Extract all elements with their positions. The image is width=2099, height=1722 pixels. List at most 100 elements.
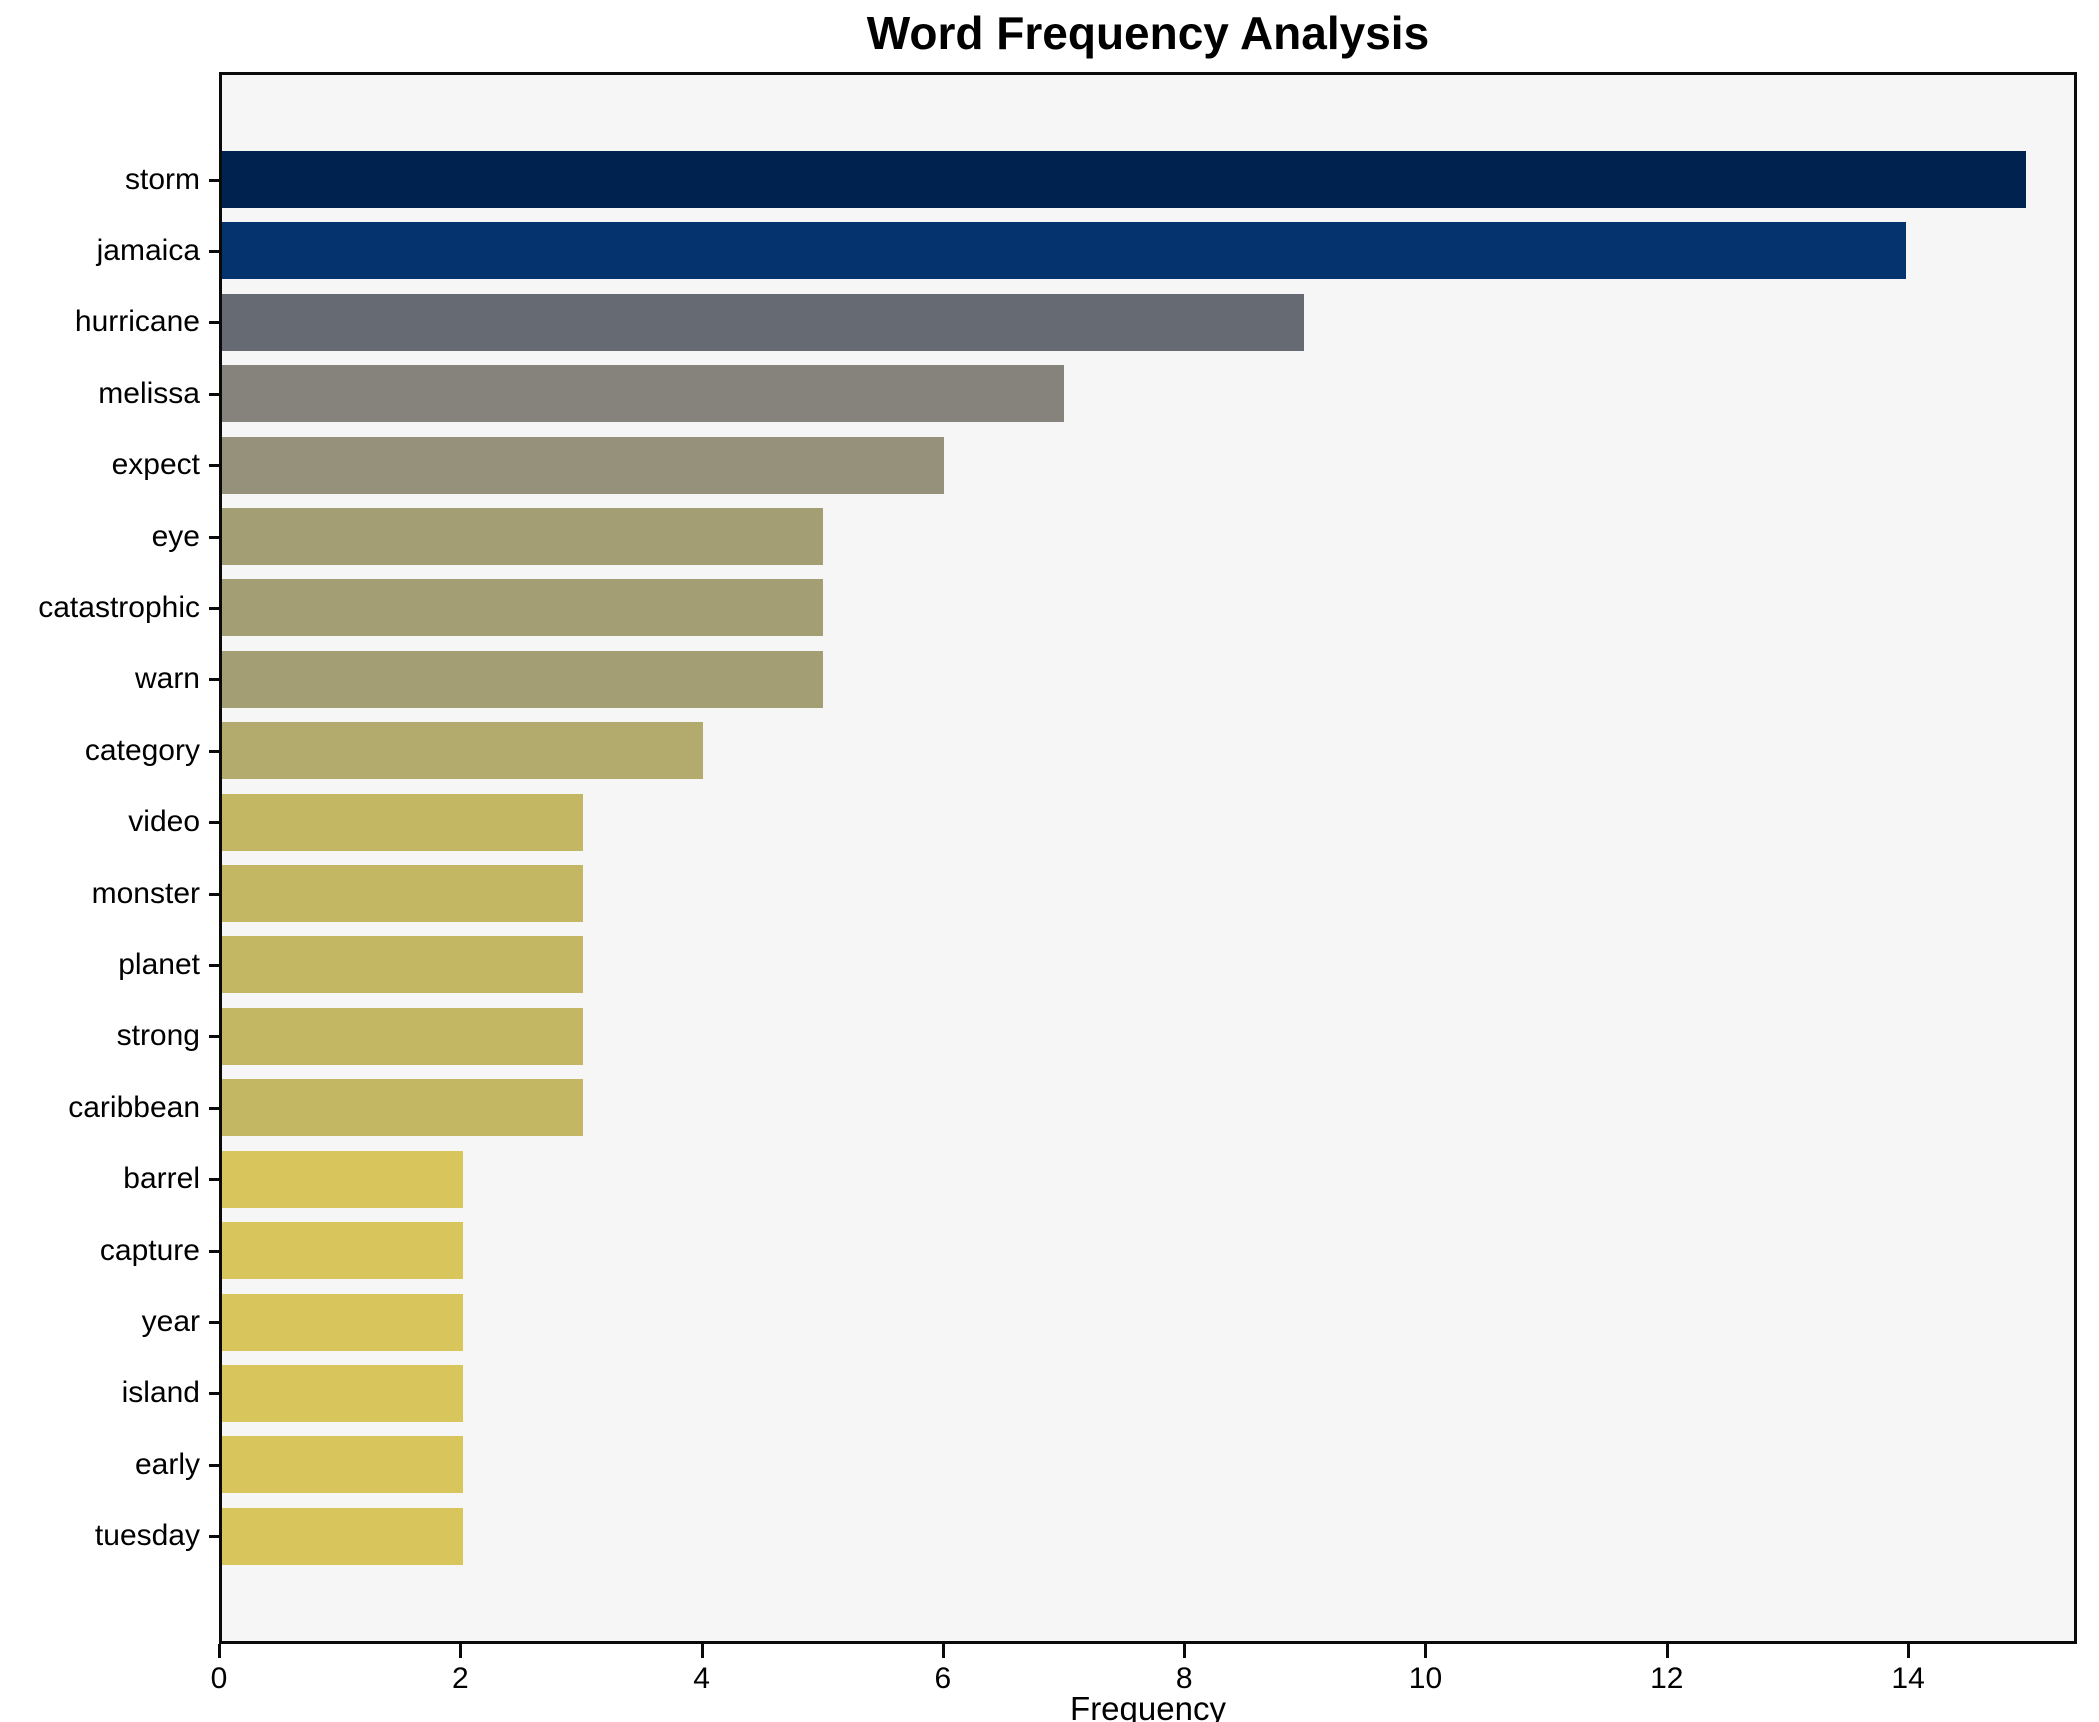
bar-row: category <box>85 715 2074 786</box>
x-tick-label: 10 <box>1408 1662 1443 1695</box>
x-tick-mark <box>700 1644 704 1658</box>
x-tick-label: 0 <box>210 1662 228 1695</box>
bar-row: catastrophic <box>38 572 2074 643</box>
y-tick-mark <box>209 1535 219 1539</box>
bar <box>222 1436 463 1494</box>
x-tick-mark <box>1424 1644 1428 1658</box>
y-tick-label: hurricane <box>74 305 200 339</box>
x-tick-mark <box>218 1644 221 1658</box>
x-axis-label: Frequency <box>1070 1690 1226 1722</box>
bar-row: year <box>142 1287 2074 1358</box>
bar <box>222 936 583 994</box>
bar-row: caribbean <box>68 1072 2074 1143</box>
x-tick-label: 8 <box>1175 1662 1193 1695</box>
y-tick-label: capture <box>99 1233 200 1267</box>
y-tick-mark <box>209 249 219 253</box>
y-tick-mark <box>209 892 219 896</box>
y-tick-label: year <box>141 1305 200 1338</box>
y-tick-label: monster <box>91 876 200 910</box>
y-tick-mark <box>209 1392 219 1396</box>
x-tick-mark <box>1907 1644 1911 1658</box>
x-tick-mark <box>1183 1644 1187 1658</box>
bar <box>222 722 704 780</box>
bar-row: hurricane <box>75 287 2074 358</box>
y-tick-label: early <box>134 1447 200 1481</box>
x-tick-label: 2 <box>451 1662 469 1695</box>
bar <box>222 436 944 494</box>
bar <box>222 1222 463 1280</box>
y-tick-mark <box>209 178 219 182</box>
y-tick-label: warn <box>134 662 200 696</box>
y-tick-label: island <box>121 1376 200 1410</box>
y-tick-label: melissa <box>98 376 200 410</box>
y-tick-label: tuesday <box>94 1519 200 1553</box>
y-tick-mark <box>209 821 219 825</box>
y-tick-mark <box>209 1035 219 1039</box>
chart-title: Word Frequency Analysis <box>866 7 1430 59</box>
bar-row: tuesday <box>95 1501 2074 1572</box>
y-tick-label: caribbean <box>68 1090 200 1124</box>
y-tick-label: video <box>128 805 200 839</box>
bar <box>222 1364 463 1422</box>
y-tick-mark <box>209 535 219 539</box>
bar-row: strong <box>117 1001 2074 1072</box>
y-tick-mark <box>209 1321 219 1324</box>
y-tick-label: jamaica <box>96 233 200 267</box>
bar-row: barrel <box>123 1144 2074 1215</box>
bar <box>222 151 2026 208</box>
bar-row: capture <box>100 1215 2074 1286</box>
x-tick-mark <box>941 1644 945 1658</box>
bar-row: storm <box>125 144 2074 215</box>
bar-row: eye <box>152 501 2074 572</box>
y-tick-mark <box>209 464 219 468</box>
y-tick-mark <box>209 321 219 325</box>
bar <box>222 1293 463 1351</box>
x-tick-mark <box>459 1644 463 1658</box>
y-tick-label: catastrophic <box>38 590 200 624</box>
bar-row: island <box>122 1358 2074 1429</box>
y-tick-mark <box>209 1106 219 1110</box>
bar-row: expect <box>112 430 2074 501</box>
bar-row: early <box>135 1429 2074 1500</box>
x-tick-label: 6 <box>934 1662 952 1695</box>
y-tick-label: category <box>84 733 200 767</box>
x-tick-label: 12 <box>1650 1662 1684 1695</box>
bar <box>222 293 1305 351</box>
bar-row: planet <box>118 929 2074 1000</box>
bar <box>222 365 1064 423</box>
bar-row: warn <box>135 644 2074 715</box>
bar <box>222 1507 463 1565</box>
bar <box>222 865 583 923</box>
y-tick-label: strong <box>116 1019 200 1053</box>
y-tick-mark <box>209 1463 219 1467</box>
bar <box>222 508 824 566</box>
x-tick-mark <box>1665 1644 1669 1658</box>
bar <box>222 1007 583 1065</box>
bar-row: jamaica <box>97 215 2074 286</box>
x-tick-label: 4 <box>693 1662 710 1695</box>
bar <box>222 650 824 708</box>
y-tick-mark <box>209 1178 219 1182</box>
bar-row: melissa <box>98 358 2074 429</box>
bar <box>222 222 1906 280</box>
y-tick-label: expect <box>111 448 200 482</box>
x-axis: 0 2 4 6 8 10 12 14 <box>211 1644 2077 1722</box>
y-tick-mark <box>209 963 219 967</box>
y-tick-label: eye <box>151 519 200 553</box>
bar-row: video <box>128 787 2074 858</box>
bar <box>222 1150 463 1208</box>
y-tick-label: planet <box>118 947 200 981</box>
y-tick-label: storm <box>125 162 200 196</box>
bar <box>222 793 583 851</box>
y-tick-mark <box>209 749 219 753</box>
y-tick-mark <box>209 606 219 610</box>
bar-row: monster <box>92 858 2074 929</box>
y-tick-mark <box>209 678 219 682</box>
y-tick-mark <box>209 392 219 396</box>
plot-area: storm jamaica hurricane melissa expect eye cat… <box>38 72 2077 1644</box>
y-tick-label: barrel <box>123 1162 200 1196</box>
x-tick-label: 14 <box>1891 1662 1925 1695</box>
bar <box>222 1079 583 1137</box>
y-tick-mark <box>209 1249 219 1253</box>
